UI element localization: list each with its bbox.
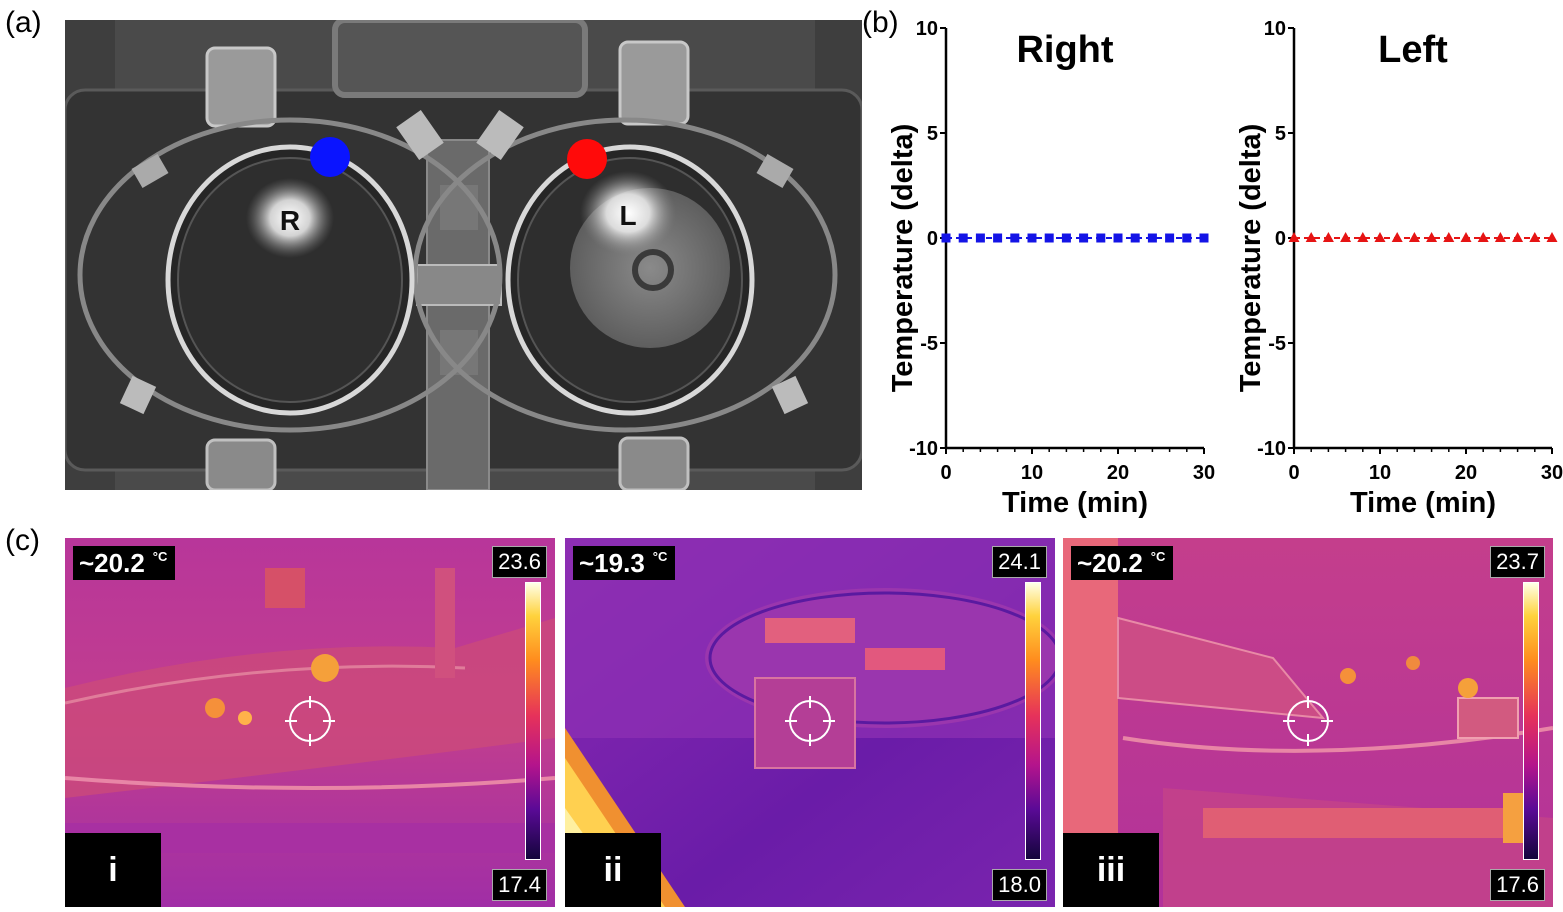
x-tick-label: 30 <box>1541 462 1563 484</box>
xray-label-left: L <box>619 200 636 231</box>
data-point <box>1113 233 1123 243</box>
scale-max-i: 23.6 <box>492 546 547 578</box>
data-point <box>1096 233 1106 243</box>
y-tick-label: 0 <box>927 228 938 250</box>
color-scale-bar <box>525 582 541 860</box>
color-scale-bar <box>1523 582 1539 860</box>
x-tick-label: 10 <box>1369 462 1391 484</box>
crosshair-icon <box>785 696 835 746</box>
scale-max-iii: 23.7 <box>1490 546 1545 578</box>
data-point <box>993 233 1003 243</box>
data-point <box>1512 232 1524 242</box>
data-point <box>1288 232 1300 242</box>
y-tick-label: 10 <box>1264 18 1286 40</box>
panel-label-a: (a) <box>5 6 42 39</box>
thermal-image-i: ~20.2 °C 23.6 17.4 i <box>65 538 555 907</box>
x-tick-label: 0 <box>940 462 951 484</box>
data-point <box>1010 233 1020 243</box>
data-point <box>975 233 985 243</box>
data-point <box>1529 232 1541 242</box>
y-tick-label: -10 <box>909 438 938 460</box>
data-point <box>1199 233 1209 243</box>
data-point <box>941 233 951 243</box>
x-tick-label: 20 <box>1455 462 1477 484</box>
y-tick-label: -5 <box>1268 333 1286 355</box>
temp-unit: °C <box>1150 549 1166 564</box>
x-tick-label: 0 <box>1288 462 1299 484</box>
scale-min-iii: 17.6 <box>1490 869 1545 901</box>
temp-value: ~20.2 <box>79 548 145 578</box>
data-point <box>1408 232 1420 242</box>
color-scale-bar <box>1025 582 1041 860</box>
temp-value: ~19.3 <box>579 548 645 578</box>
image-tag-iii: iii <box>1063 833 1159 907</box>
temp-value: ~20.2 <box>1077 548 1143 578</box>
temp-readout-ii: ~19.3 °C <box>573 546 676 580</box>
data-point <box>1494 232 1506 242</box>
data-point <box>1061 233 1071 243</box>
xray-image: R L <box>65 20 862 490</box>
data-point <box>958 233 968 243</box>
data-point <box>1460 232 1472 242</box>
y-tick-label: -5 <box>920 333 938 355</box>
y-tick-label: 5 <box>927 123 938 145</box>
xray-label-right: R <box>280 205 300 236</box>
chart-title: Right <box>1016 29 1113 71</box>
data-point <box>1079 233 1089 243</box>
y-tick-label: -10 <box>1257 438 1286 460</box>
data-point <box>1147 233 1157 243</box>
y-tick-label: 10 <box>916 18 938 40</box>
data-point <box>1305 232 1317 242</box>
right-sensor-marker <box>310 137 350 177</box>
data-point <box>1130 233 1140 243</box>
data-point <box>1443 232 1455 242</box>
thermal-image-ii: ~19.3 °C 24.1 18.0 ii <box>565 538 1055 907</box>
temp-unit: °C <box>152 549 168 564</box>
chart-title: Left <box>1378 29 1448 71</box>
data-point <box>1546 232 1558 242</box>
x-tick-label: 10 <box>1021 462 1043 484</box>
data-point <box>1426 232 1438 242</box>
scale-max-ii: 24.1 <box>992 546 1047 578</box>
thermal-image-iii: ~20.2 °C 23.7 17.6 iii <box>1063 538 1553 907</box>
data-point <box>1477 232 1489 242</box>
temp-unit: °C <box>652 549 668 564</box>
data-point <box>1374 232 1386 242</box>
scale-min-ii: 18.0 <box>992 869 1047 901</box>
y-tick-label: 0 <box>1275 228 1286 250</box>
data-point <box>1391 232 1403 242</box>
x-axis-label: Time (min) <box>1002 487 1148 519</box>
y-axis-label: Temperature (delta) <box>1235 124 1267 393</box>
temp-readout-iii: ~20.2 °C <box>1071 546 1174 580</box>
panel-label-b: (b) <box>862 6 899 39</box>
data-point <box>1322 232 1334 242</box>
y-tick-label: 5 <box>1275 123 1286 145</box>
data-point <box>1182 233 1192 243</box>
x-tick-label: 30 <box>1193 462 1215 484</box>
x-axis-label: Time (min) <box>1350 487 1496 519</box>
panel-label-c: (c) <box>5 524 40 557</box>
scale-min-i: 17.4 <box>492 869 547 901</box>
temp-readout-i: ~20.2 °C <box>73 546 176 580</box>
left-sensor-marker <box>567 139 607 179</box>
crosshair-icon <box>285 696 335 746</box>
image-tag-ii: ii <box>565 833 661 907</box>
data-point <box>1165 233 1175 243</box>
x-tick-label: 20 <box>1107 462 1129 484</box>
data-point <box>1340 232 1352 242</box>
data-point <box>1357 232 1369 242</box>
image-tag-i: i <box>65 833 161 907</box>
data-point <box>1027 233 1037 243</box>
crosshair-icon <box>1283 696 1333 746</box>
y-axis-label: Temperature (delta) <box>887 124 919 393</box>
data-point <box>1044 233 1054 243</box>
